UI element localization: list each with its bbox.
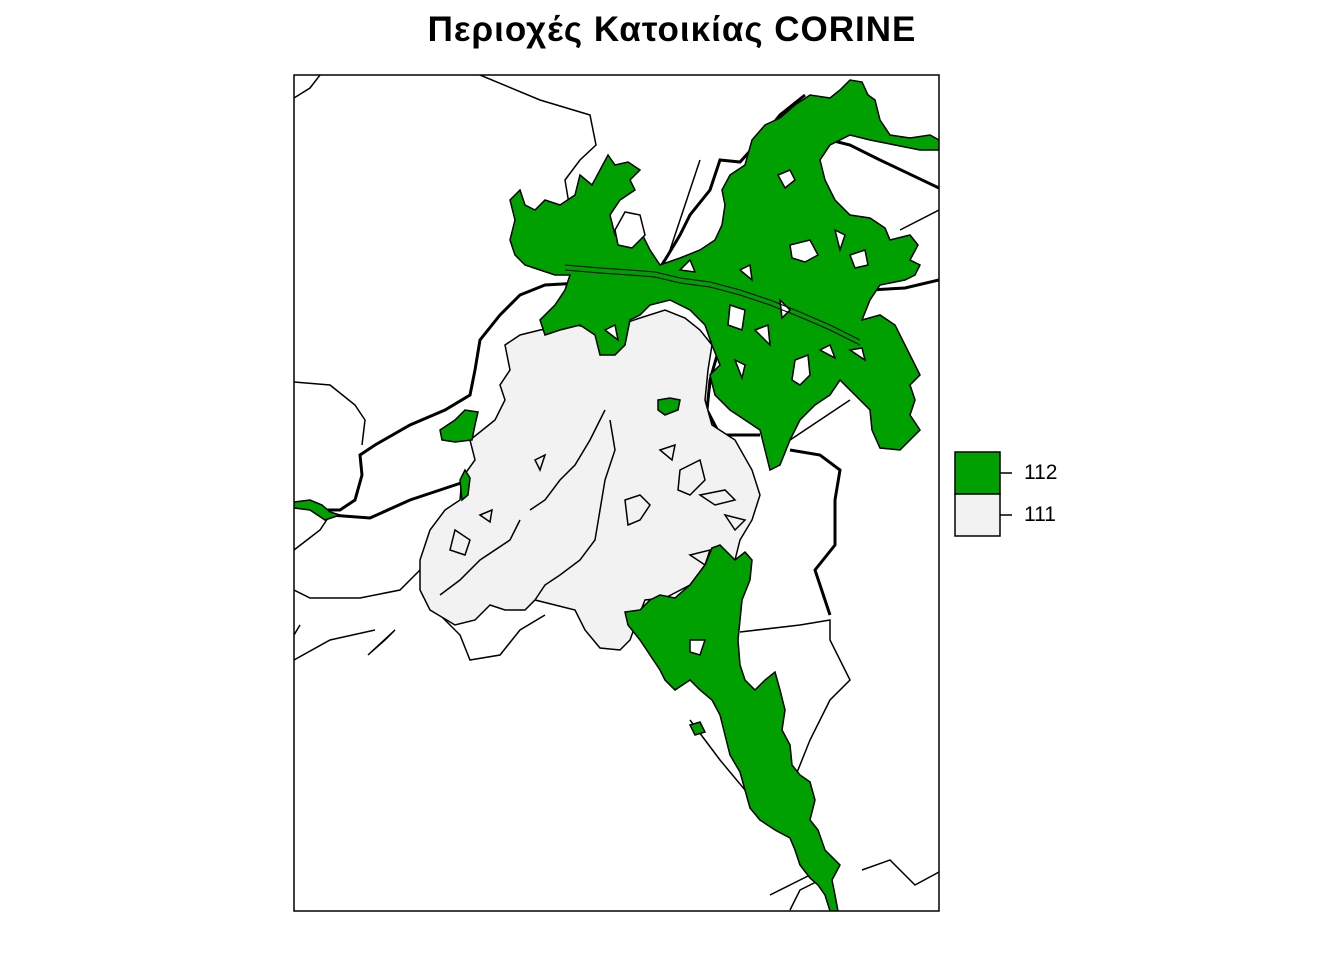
legend-label-112: 112: [1024, 461, 1058, 484]
region-111-internal-lines: [439, 409, 747, 601]
map-layer: [294, 75, 939, 911]
region-112-south: [624, 544, 841, 911]
region-112-west-edge: [294, 499, 343, 521]
region-112-patch-coast: [688, 721, 707, 736]
legend-label-111: 111: [1024, 503, 1056, 526]
legend-swatch-112: [954, 451, 1001, 495]
map-title: Περιοχές Κατοικίας CORINE: [427, 10, 917, 49]
map-frame: [293, 74, 940, 912]
legend: [954, 451, 1012, 537]
region-112-west-small: [439, 409, 479, 443]
region-111: [419, 309, 761, 651]
road-lines: [564, 264, 861, 346]
region-112-patch-center: [657, 397, 681, 416]
legend-swatch-111: [954, 493, 1001, 537]
region-112-holes: [603, 169, 869, 656]
region-112-patch-sw: [459, 468, 471, 502]
